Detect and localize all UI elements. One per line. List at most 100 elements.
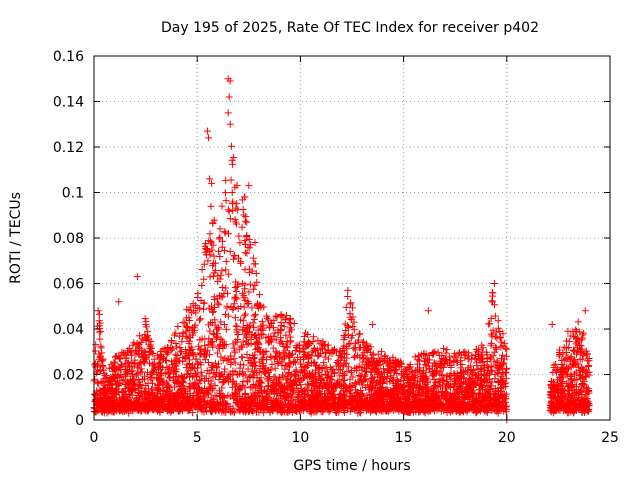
data-point bbox=[205, 351, 213, 359]
data-point bbox=[217, 292, 225, 300]
data-point bbox=[213, 330, 221, 338]
data-point bbox=[198, 281, 206, 289]
data-point bbox=[487, 407, 495, 414]
y-tick-label: 0.12 bbox=[53, 140, 84, 156]
data-point bbox=[218, 267, 226, 275]
data-point bbox=[189, 364, 197, 372]
data-point bbox=[273, 390, 281, 398]
data-point bbox=[222, 197, 230, 205]
data-point bbox=[121, 360, 129, 368]
data-point bbox=[321, 353, 329, 361]
data-point bbox=[465, 355, 473, 363]
data-point bbox=[144, 328, 152, 336]
data-point bbox=[127, 347, 135, 355]
data-point bbox=[344, 292, 352, 300]
data-point bbox=[96, 335, 104, 343]
data-point bbox=[552, 360, 560, 368]
data-point bbox=[492, 343, 500, 351]
data-point bbox=[124, 369, 132, 377]
data-point bbox=[289, 358, 297, 366]
data-point bbox=[460, 348, 468, 356]
data-point bbox=[583, 369, 591, 377]
data-point bbox=[230, 344, 238, 352]
x-tick-label: 5 bbox=[193, 430, 202, 446]
data-point bbox=[176, 344, 184, 352]
data-point bbox=[256, 291, 264, 299]
data-point bbox=[241, 266, 249, 274]
data-point bbox=[562, 355, 570, 363]
data-point bbox=[250, 381, 258, 389]
data-point bbox=[94, 307, 102, 315]
data-point bbox=[324, 341, 332, 349]
data-point bbox=[232, 293, 240, 301]
data-point bbox=[96, 367, 104, 375]
data-point bbox=[194, 293, 202, 301]
data-point bbox=[497, 372, 505, 380]
data-point bbox=[231, 359, 239, 367]
data-point bbox=[201, 342, 209, 350]
data-point bbox=[207, 339, 215, 347]
data-point bbox=[346, 375, 354, 383]
data-point bbox=[369, 320, 377, 328]
data-point bbox=[248, 368, 256, 376]
data-point bbox=[441, 395, 449, 403]
data-point bbox=[349, 323, 357, 331]
y-tick-label: 0 bbox=[75, 413, 84, 429]
data-point bbox=[255, 380, 263, 388]
data-point bbox=[491, 312, 499, 320]
data-point bbox=[266, 409, 274, 417]
data-point bbox=[215, 360, 223, 368]
data-point bbox=[370, 373, 378, 381]
data-point bbox=[232, 322, 240, 330]
data-point bbox=[216, 372, 224, 380]
data-point bbox=[285, 328, 293, 336]
data-point bbox=[490, 358, 498, 366]
data-point bbox=[228, 142, 236, 150]
data-point bbox=[95, 310, 103, 318]
data-point bbox=[458, 360, 466, 368]
data-point bbox=[241, 249, 249, 257]
data-point bbox=[231, 252, 239, 260]
data-point bbox=[239, 205, 247, 213]
data-point bbox=[243, 350, 251, 358]
data-point bbox=[238, 353, 246, 361]
data-point bbox=[209, 308, 217, 316]
data-point bbox=[497, 338, 505, 346]
data-point bbox=[236, 345, 244, 353]
data-point bbox=[363, 391, 371, 399]
data-point bbox=[185, 360, 193, 368]
data-point bbox=[222, 266, 230, 274]
data-point bbox=[350, 326, 358, 334]
data-point bbox=[579, 331, 587, 339]
data-point bbox=[221, 189, 229, 197]
data-point bbox=[205, 134, 213, 142]
data-point bbox=[235, 232, 243, 240]
data-point bbox=[347, 299, 355, 307]
data-point bbox=[443, 346, 451, 354]
data-point bbox=[488, 339, 496, 347]
data-point bbox=[250, 315, 258, 323]
data-point bbox=[303, 405, 311, 413]
data-point bbox=[415, 364, 423, 372]
data-point bbox=[277, 319, 285, 327]
data-point bbox=[453, 386, 461, 394]
data-point bbox=[348, 304, 356, 312]
data-point bbox=[499, 360, 507, 368]
data-point bbox=[576, 341, 584, 349]
x-axis-label: GPS time / hours bbox=[293, 458, 410, 474]
axis-ticks bbox=[93, 55, 611, 421]
data-point bbox=[201, 356, 209, 364]
data-point bbox=[271, 364, 279, 372]
data-point bbox=[222, 176, 230, 184]
data-point bbox=[249, 254, 257, 262]
data-point bbox=[379, 389, 387, 397]
data-point bbox=[574, 318, 582, 326]
data-point bbox=[375, 369, 383, 377]
data-point bbox=[139, 376, 147, 384]
data-point bbox=[491, 333, 499, 341]
data-point bbox=[502, 390, 510, 398]
data-point bbox=[200, 260, 208, 268]
data-point bbox=[217, 318, 225, 326]
data-point bbox=[142, 334, 150, 342]
